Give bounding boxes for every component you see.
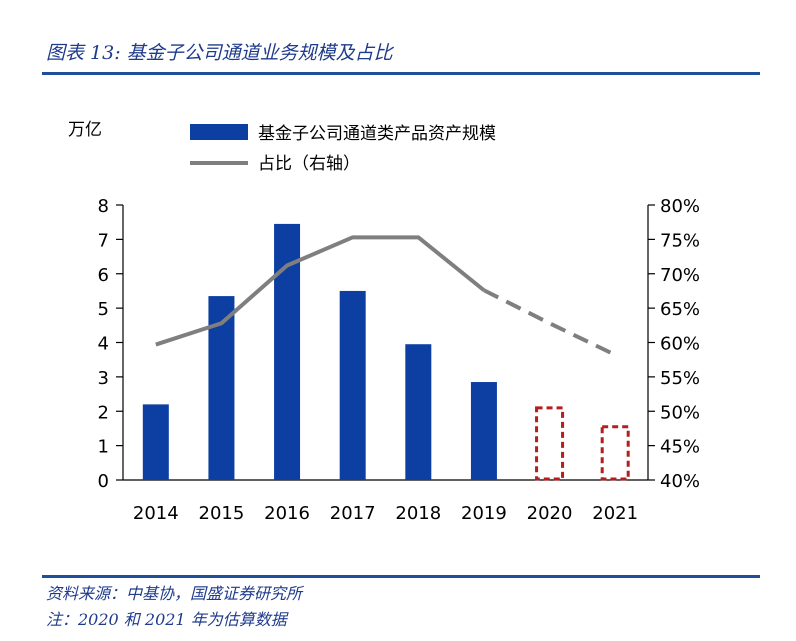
bar bbox=[142, 404, 169, 480]
x-tick-label: 2020 bbox=[527, 503, 573, 524]
bar-series bbox=[142, 223, 630, 481]
y-tick-label-left: 6 bbox=[98, 265, 109, 286]
figure-title: 图表 13: 基金子公司通道业务规模及占比 bbox=[46, 42, 393, 64]
y-tick-label-right: 70% bbox=[660, 265, 700, 286]
y-tick-label-left: 0 bbox=[98, 471, 109, 492]
y-tick-label-right: 65% bbox=[660, 299, 700, 320]
y-unit-label: 万亿 bbox=[68, 120, 102, 140]
y-tick-label-left: 5 bbox=[98, 299, 109, 320]
top-rule bbox=[42, 72, 760, 75]
y-tick-label-right: 60% bbox=[660, 334, 700, 355]
x-tick-label: 2018 bbox=[395, 503, 441, 524]
estimate-note: 注：2020 和 2021 年为估算数据 bbox=[46, 610, 287, 629]
y-tick-label-left: 4 bbox=[98, 334, 109, 355]
y-tick-label-left: 1 bbox=[98, 437, 109, 458]
axes bbox=[116, 204, 655, 481]
y-tick-label-left: 7 bbox=[98, 230, 109, 251]
line-actual bbox=[155, 235, 486, 347]
x-tick-label: 2017 bbox=[330, 503, 376, 524]
bottom-rule bbox=[42, 575, 760, 578]
y-tick-label-right: 40% bbox=[660, 471, 700, 492]
line-estimated bbox=[483, 288, 617, 357]
y-tick-label-right: 45% bbox=[660, 437, 700, 458]
legend: 基金子公司通道类产品资产规模 占比（右轴） bbox=[190, 124, 496, 174]
y-tick-label-right: 75% bbox=[660, 230, 700, 251]
legend-label-bar: 基金子公司通道类产品资产规模 bbox=[258, 124, 496, 144]
x-tick-label: 2019 bbox=[461, 503, 507, 524]
legend-label-line: 占比（右轴） bbox=[258, 154, 360, 174]
x-tick-label: 2015 bbox=[199, 503, 245, 524]
chart: 万亿 基金子公司通道类产品资产规模 占比（右轴） 0 1 2 3 4 5 6 7 8 40% 45%… bbox=[68, 120, 700, 524]
x-tick-label: 2021 bbox=[592, 503, 638, 524]
source-note: 资料来源：中基协，国盛证券研究所 bbox=[46, 584, 303, 603]
bar bbox=[339, 290, 366, 480]
bar-estimated bbox=[600, 425, 630, 481]
y-tick-label-left: 2 bbox=[98, 402, 109, 423]
x-tick-label: 2016 bbox=[264, 503, 310, 524]
bar bbox=[405, 344, 432, 480]
bar bbox=[470, 382, 497, 480]
y-tick-label-right: 80% bbox=[660, 196, 700, 217]
legend-swatch-bar bbox=[190, 124, 248, 140]
bar-estimated bbox=[535, 406, 565, 481]
y-tick-label-left: 3 bbox=[98, 368, 109, 389]
y-tick-label-right: 55% bbox=[660, 368, 700, 389]
tick-labels: 0 1 2 3 4 5 6 7 8 40% 45% 50% 55% 60% 65% 70% 75% 80% 2014… bbox=[98, 196, 700, 524]
x-tick-label: 2014 bbox=[133, 503, 179, 524]
y-tick-label-left: 8 bbox=[98, 196, 109, 217]
y-tick-label-right: 50% bbox=[660, 402, 700, 423]
line-series bbox=[155, 235, 617, 357]
